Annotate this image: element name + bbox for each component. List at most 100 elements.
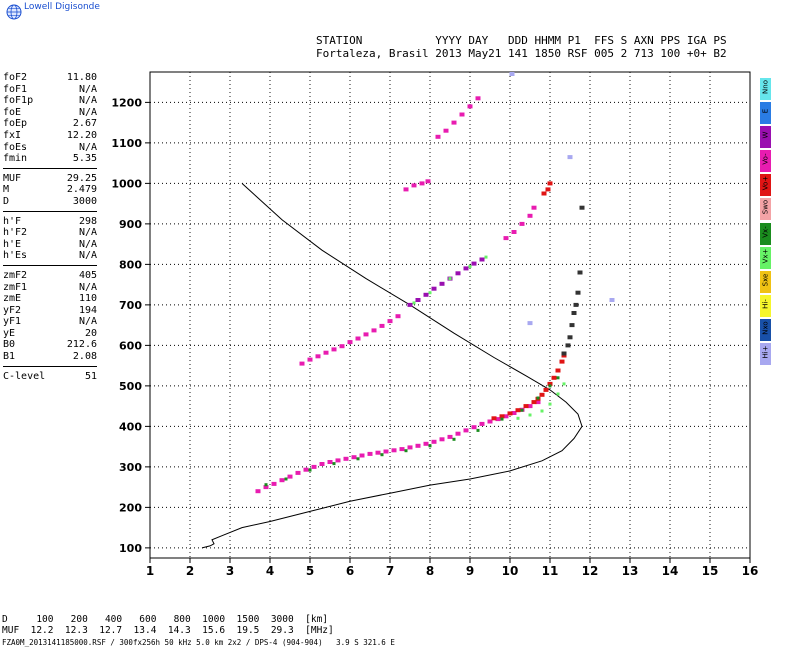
echo-point — [540, 409, 544, 413]
param-value: N/A — [78, 106, 97, 118]
param-row: foF1 N/A — [3, 84, 97, 96]
param-row: yE 20 — [3, 328, 97, 340]
echo-point — [359, 453, 365, 458]
echo-point — [471, 261, 477, 266]
echo-point — [308, 468, 312, 472]
echo-point — [556, 376, 560, 380]
param-row: yF2 194 — [3, 305, 97, 317]
echo-point — [519, 221, 525, 226]
echo-point — [543, 387, 549, 392]
param-row: zmE 110 — [3, 293, 97, 305]
x-tick-label: 7 — [386, 564, 394, 578]
param-name: h'Es — [3, 250, 28, 262]
legend-swatch: Vo+ — [760, 174, 771, 197]
param-name: yF2 — [3, 304, 22, 316]
echo-point — [579, 205, 585, 210]
echo-point — [439, 281, 445, 286]
echo-point — [439, 437, 445, 442]
echo-point — [569, 323, 575, 328]
echo-point — [527, 213, 533, 218]
echo-point — [332, 462, 336, 466]
param-row: foE N/A — [3, 107, 97, 119]
param-value: N/A — [78, 238, 97, 250]
echo-point — [509, 72, 515, 76]
y-tick-label: 1200 — [111, 96, 142, 109]
echo-point — [263, 485, 269, 490]
echo-point — [459, 112, 465, 117]
echo-point — [335, 458, 341, 463]
echo-point — [423, 441, 429, 446]
echo-point — [567, 155, 573, 160]
echo-point — [264, 483, 268, 487]
echo-point — [503, 414, 509, 419]
param-name: foE — [3, 106, 22, 118]
x-tick-label: 2 — [186, 564, 194, 578]
param-separator — [3, 264, 97, 266]
echo-point — [571, 311, 577, 315]
globe-icon — [6, 4, 22, 20]
param-value: 29.25 — [66, 172, 97, 184]
legend-swatch: Vx+ — [760, 246, 771, 269]
param-value: 11.80 — [66, 72, 97, 83]
echo-point — [471, 425, 477, 430]
echo-point — [255, 489, 261, 494]
param-name: B1 — [3, 351, 16, 363]
echo-point — [575, 290, 581, 295]
echo-point — [500, 417, 504, 421]
param-name: fmin — [3, 153, 28, 165]
echo-point — [331, 347, 337, 352]
echo-point — [539, 392, 545, 397]
param-separator — [3, 365, 97, 367]
x-tick-label: 14 — [662, 564, 679, 578]
echo-point — [367, 451, 373, 456]
echo-point — [475, 96, 481, 101]
y-tick-label: 300 — [119, 461, 142, 474]
param-value: 2.479 — [66, 184, 97, 196]
echo-point — [380, 453, 384, 457]
param-name: h'F — [3, 215, 22, 227]
echo-point — [379, 323, 385, 328]
y-tick-label: 1100 — [111, 137, 142, 150]
echo-point — [451, 120, 457, 125]
legend-swatch: Vo- — [760, 150, 771, 173]
param-row: zmF2 405 — [3, 270, 97, 282]
header-field-names: STATION YYYY DAY DDD HHMM P1 FFS S AXN P… — [316, 34, 727, 47]
echo-point — [303, 467, 309, 472]
footer-distance-row: D 100 200 400 600 800 1000 1500 3000 [km… — [2, 614, 329, 625]
echo-point — [556, 392, 560, 396]
x-tick-label: 15 — [702, 564, 719, 578]
echo-point — [435, 134, 441, 139]
param-row: fxI 12.20 — [3, 130, 97, 142]
footer-muf-row: MUF 12.2 12.3 12.7 13.4 14.3 15.6 19.5 2… — [2, 625, 334, 636]
echo-point — [355, 336, 361, 341]
echo-point — [455, 271, 461, 276]
x-tick-label: 1 — [146, 564, 154, 578]
param-name: B0 — [3, 339, 16, 351]
x-tick-label: 9 — [466, 564, 474, 578]
echo-point — [448, 277, 452, 281]
param-value: N/A — [78, 227, 97, 239]
echo-point — [484, 255, 488, 259]
echo-point — [415, 443, 421, 448]
y-tick-label: 600 — [119, 339, 142, 352]
echo-point — [299, 361, 305, 366]
echo-point — [327, 460, 333, 464]
y-tick-label: 800 — [119, 258, 142, 271]
y-tick-label: 900 — [119, 218, 142, 231]
y-tick-label: 1000 — [111, 177, 142, 190]
param-row: foEp 2.67 — [3, 118, 97, 130]
echo-point — [279, 478, 285, 483]
param-name: zmF2 — [3, 269, 28, 281]
echo-point — [323, 350, 329, 355]
param-name: foEp — [3, 118, 28, 130]
param-row: foF1p N/A — [3, 95, 97, 107]
param-name: foF1 — [3, 83, 28, 95]
brand-label: Lowell Digisonde — [24, 2, 100, 12]
echo-point — [383, 449, 389, 454]
param-value: N/A — [78, 95, 97, 107]
param-value: N/A — [78, 250, 97, 262]
param-row: foEs N/A — [3, 142, 97, 154]
param-row: yF1 N/A — [3, 316, 97, 328]
param-value: 2.67 — [72, 118, 97, 130]
param-name: MUF — [3, 172, 22, 184]
